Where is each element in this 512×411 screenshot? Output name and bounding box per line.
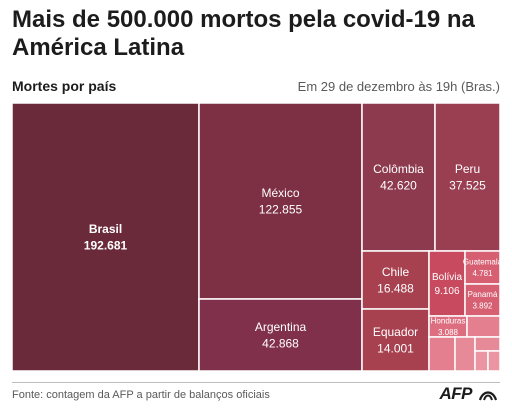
death-count-label: 192.681	[84, 239, 128, 253]
treemap-rect	[428, 250, 466, 317]
treemap-rect	[487, 350, 500, 371]
treemap-cell-mexico: México 122.855	[198, 103, 363, 300]
death-count-label: 122.855	[259, 203, 303, 217]
treemap-cell-peru: Peru 37.525	[434, 103, 500, 252]
treemap-rect	[12, 103, 200, 371]
treemap-rect	[361, 250, 430, 310]
source-note: Fonte: contagem da AFP a partir de balan…	[12, 389, 270, 401]
treemap-cell-bolivia: Bolívia 9.106	[428, 250, 466, 317]
country-name-label: México	[261, 186, 299, 200]
treemap-rect	[454, 336, 476, 371]
country-name-label: Peru	[455, 162, 480, 176]
death-count-label: 4.781	[472, 269, 493, 278]
treemap-cell-argentina: Argentina 42.868	[198, 298, 363, 371]
death-count-label: 16.488	[377, 282, 414, 296]
treemap-cell-panama: Panamá 3.892	[464, 283, 500, 317]
chart-title: Mais de 500.000 mortos pela covid-19 na …	[12, 6, 475, 61]
treemap-rect	[198, 298, 363, 371]
treemap-cell-other-14	[474, 336, 500, 352]
death-count-label: 42.868	[262, 337, 299, 351]
country-name-label: Panamá	[468, 290, 498, 299]
death-count-label: 3.892	[472, 301, 493, 310]
treemap-rect	[466, 315, 500, 338]
treemap-cell-other-13	[454, 336, 476, 371]
death-count-label: 42.620	[380, 179, 417, 193]
death-count-label: 9.106	[434, 286, 459, 297]
country-name-label: Equador	[373, 325, 418, 339]
country-name-label: Colômbia	[373, 162, 424, 176]
treemap-cell-honduras: Honduras 3.088	[428, 315, 468, 338]
treemap-chart: Brasil 192.681 México 122.855 Argentina 42.86…	[12, 103, 500, 371]
footer-divider	[12, 382, 500, 383]
treemap-rect	[474, 350, 489, 371]
treemap-cell-equador: Equador 14.001	[361, 308, 430, 371]
treemap-cell-chile: Chile 16.488	[361, 250, 430, 310]
country-name-label: Brasil	[89, 222, 122, 236]
treemap-rect	[464, 283, 500, 317]
treemap-cell-other-12	[428, 336, 456, 371]
afp-logo: AFP	[439, 384, 473, 403]
treemap-rect	[474, 336, 500, 352]
treemap-cell-colombia: Colômbia 42.620	[361, 103, 436, 252]
afp-logo-mark	[478, 391, 498, 401]
country-name-label: Argentina	[255, 320, 307, 334]
treemap-rect	[428, 336, 456, 371]
treemap-cell-guatemala: Guatemala 4.781	[463, 250, 500, 285]
country-name-label: Bolívia	[432, 272, 462, 283]
treemap-cell-other-11	[466, 315, 500, 338]
treemap-rect	[464, 250, 500, 285]
treemap-rect	[361, 103, 436, 252]
chart-subtitle: Mortes por país	[12, 78, 117, 94]
death-count-label: 37.525	[449, 179, 486, 193]
death-count-label: 14.001	[377, 342, 414, 356]
treemap-rect	[361, 308, 430, 371]
country-name-label: Honduras	[431, 317, 466, 326]
treemap-rect	[198, 103, 363, 300]
treemap-rect	[434, 103, 500, 252]
date-note: Em 29 de dezembro às 19h (Bras.)	[297, 79, 500, 94]
death-count-label: 3.088	[438, 328, 459, 337]
treemap-cell-other-16	[487, 350, 500, 371]
country-name-label: Guatemala	[463, 258, 500, 267]
treemap-cell-other-15	[474, 350, 489, 371]
country-name-label: Chile	[382, 265, 410, 279]
treemap-cell-brasil: Brasil 192.681	[12, 103, 200, 371]
